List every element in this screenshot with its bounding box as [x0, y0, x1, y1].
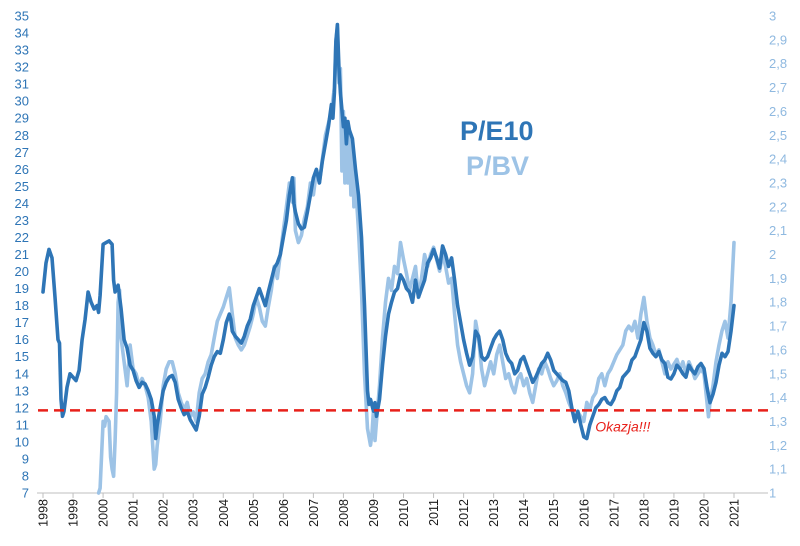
right-tick-label: 1,5	[769, 366, 787, 381]
x-tick-label: 2005	[247, 499, 261, 527]
left-y-axis: 7 8 9 10 11 12 13 14 15 16 17 18 19 20 21 22 23 24 25 26 27 2…	[15, 9, 29, 501]
left-tick-label: 34	[15, 26, 29, 41]
x-tick-label: 2003	[187, 499, 201, 527]
x-tick-label: 2020	[697, 499, 711, 527]
right-tick-label: 2,5	[769, 128, 787, 143]
left-tick-label: 9	[22, 451, 29, 466]
left-tick-label: 22	[15, 230, 29, 245]
x-tick-label: 1998	[37, 499, 51, 527]
left-tick-label: 10	[15, 434, 29, 449]
right-tick-label: 2,1	[769, 223, 787, 238]
right-tick-label: 2,8	[769, 56, 787, 71]
x-tick-label: 2008	[337, 499, 351, 527]
left-tick-label: 19	[15, 281, 29, 296]
left-tick-label: 21	[15, 247, 29, 262]
right-tick-label: 2,7	[769, 80, 787, 95]
right-tick-label: 1,3	[769, 414, 787, 429]
right-tick-label: 1,6	[769, 342, 787, 357]
right-tick-label: 2,4	[769, 152, 787, 167]
legend-pbv: P/BV	[466, 151, 529, 181]
right-tick-label: 2,6	[769, 104, 787, 119]
right-tick-label: 1,4	[769, 390, 787, 405]
left-tick-label: 20	[15, 264, 29, 279]
x-tick-label: 2011	[427, 499, 441, 526]
left-tick-label: 15	[15, 349, 29, 364]
left-tick-label: 25	[15, 179, 29, 194]
x-tick-label: 2013	[487, 499, 501, 527]
x-tick-label: 2017	[607, 499, 621, 527]
x-tick-label: 2007	[307, 499, 321, 527]
x-tick-label: 2002	[157, 499, 171, 527]
left-tick-label: 23	[15, 213, 29, 228]
x-tick-label: 2018	[637, 499, 651, 527]
x-tick-label: 2006	[277, 499, 291, 527]
right-tick-label: 2,2	[769, 199, 787, 214]
annotation-okazja: Okazja!!!	[595, 419, 650, 435]
x-tick-label: 2009	[367, 499, 381, 527]
legend-pe10: P/E10	[460, 116, 534, 146]
left-tick-label: 13	[15, 383, 29, 398]
left-tick-label: 18	[15, 298, 29, 313]
left-tick-label: 26	[15, 162, 29, 177]
x-tick-label: 2001	[127, 499, 141, 527]
left-tick-label: 28	[15, 128, 29, 143]
right-tick-label: 2,9	[769, 32, 787, 47]
left-tick-label: 12	[15, 400, 29, 415]
right-tick-label: 3	[769, 9, 776, 24]
x-tick-label: 2010	[397, 499, 411, 527]
left-tick-label: 30	[15, 94, 29, 109]
x-tick-label: 2014	[517, 499, 531, 527]
right-y-axis: 1 1,1 1,2 1,3 1,4 1,5 1,6 1,7 1,8 1,9 2 2,1 2,2 2,3 2,…	[769, 9, 787, 501]
right-tick-label: 1,9	[769, 271, 787, 286]
x-tick-label: 2004	[217, 499, 231, 527]
right-tick-label: 1	[769, 486, 776, 501]
left-tick-label: 24	[15, 196, 29, 211]
right-tick-label: 2,3	[769, 175, 787, 190]
left-tick-label: 32	[15, 60, 29, 75]
left-tick-label: 11	[16, 417, 30, 432]
left-tick-label: 8	[22, 468, 29, 483]
right-tick-label: 1,1	[769, 462, 787, 477]
left-tick-label: 7	[22, 486, 29, 501]
left-tick-label: 35	[15, 9, 29, 24]
right-tick-label: 1,8	[769, 295, 787, 310]
x-tick-label: 2012	[457, 499, 471, 527]
x-tick-label: 2019	[667, 499, 681, 527]
series-line-pe10	[41, 22, 736, 441]
x-axis: 1998 1999 2000 2001 2002 2003 2004 2005 2006 2007…	[37, 493, 742, 527]
series-line-pbv	[96, 26, 736, 495]
x-tick-label: 1999	[67, 499, 81, 527]
left-tick-label: 16	[15, 332, 29, 347]
left-tick-label: 17	[15, 315, 29, 330]
left-tick-label: 31	[15, 77, 29, 92]
left-tick-label: 14	[15, 366, 29, 381]
right-tick-label: 1,7	[769, 319, 787, 334]
x-tick-label: 2016	[577, 499, 591, 527]
x-tick-label: 2015	[547, 499, 561, 527]
left-tick-label: 29	[15, 111, 29, 126]
left-tick-label: 27	[15, 145, 29, 160]
x-tick-label: 2000	[97, 499, 111, 527]
right-tick-label: 1,2	[769, 438, 787, 453]
left-tick-label: 33	[15, 43, 29, 58]
x-tick-label: 2021	[728, 499, 742, 527]
right-tick-label: 2	[769, 247, 776, 262]
